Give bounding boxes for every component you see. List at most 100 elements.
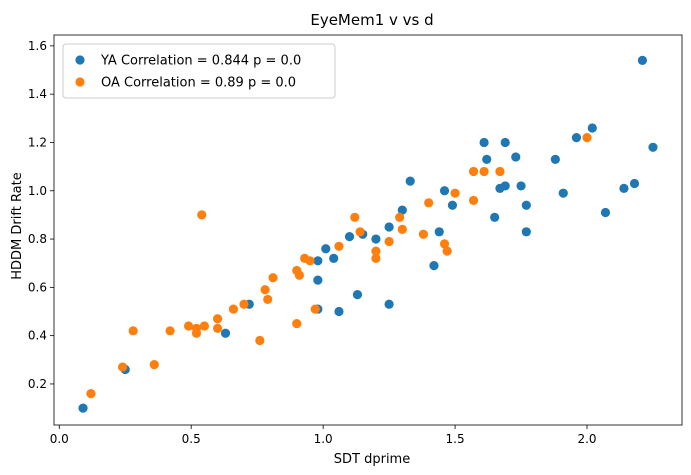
oa-data-point	[350, 212, 360, 222]
oa-data-point	[310, 304, 320, 314]
ya-data-point	[329, 253, 339, 263]
ya-data-point	[516, 181, 526, 191]
legend-label: YA Correlation = 0.844 p = 0.0	[100, 54, 301, 69]
legend-marker	[75, 77, 85, 87]
oa-data-point	[191, 328, 202, 338]
y-tick-label: 0.2	[28, 377, 47, 391]
y-tick-label: 1.0	[28, 184, 47, 198]
oa-data-point	[397, 224, 407, 234]
oa-data-point	[439, 239, 450, 249]
y-tick-label: 1.6	[28, 39, 47, 53]
x-tick-label: 0.5	[182, 432, 201, 446]
x-axis-ticks: 0.0 0.5 1.0 1.5 2.0	[50, 425, 597, 446]
ya-data-point	[648, 142, 658, 152]
oa-data-point	[292, 318, 302, 329]
oa-data-point	[418, 229, 429, 239]
oa-data-point	[384, 236, 394, 247]
oa-data-point	[294, 270, 304, 280]
legend-marker	[75, 55, 85, 65]
ya-data-point	[629, 178, 640, 189]
ya-data-point	[384, 222, 394, 232]
y-tick-label: 1.4	[28, 87, 47, 101]
oa-data-point	[128, 326, 138, 336]
oa-data-point	[212, 323, 223, 334]
ya-data-point	[313, 256, 323, 266]
ya-data-point	[479, 137, 489, 148]
ya-data-point	[384, 299, 394, 309]
ya-data-point	[439, 186, 450, 196]
y-tick-label: 1.2	[28, 135, 47, 149]
oa-data-point	[268, 273, 278, 283]
x-tick-label: 2.0	[577, 432, 596, 446]
oa-data-point	[442, 246, 452, 256]
ya-data-point	[500, 181, 510, 191]
chart-title: EyeMem1 v vs d	[310, 11, 433, 29]
x-tick-label: 1.5	[446, 432, 465, 446]
ya-data-point	[78, 403, 88, 413]
y-tick-label: 0.8	[28, 232, 47, 246]
oa-data-point	[260, 285, 270, 295]
oa-data-point	[228, 304, 239, 314]
oa-data-point	[183, 321, 194, 331]
oa-data-point	[334, 241, 344, 251]
oa-data-point	[468, 166, 479, 177]
ya-data-point	[587, 123, 597, 133]
ya-data-point	[550, 154, 560, 164]
ya-data-point	[619, 183, 629, 193]
oa-data-point	[450, 188, 460, 198]
oa-data-point	[118, 362, 128, 372]
ya-data-point	[344, 232, 355, 242]
y-axis-label: HDDM Drift Rate	[10, 172, 25, 280]
ya-data-point	[434, 227, 444, 237]
oa-data-point	[582, 133, 592, 143]
ya-data-point	[600, 207, 611, 218]
legend: YA Correlation = 0.844 p = 0.0 OA Correla…	[62, 43, 336, 99]
x-tick-label: 1.0	[314, 432, 333, 446]
x-axis-label: SDT dprime	[334, 452, 410, 467]
x-tick-label: 0.0	[50, 432, 69, 446]
ya-data-point	[371, 234, 381, 244]
ya-data-point	[334, 306, 344, 317]
oa-data-point	[239, 299, 249, 309]
ya-data-point	[482, 154, 492, 164]
ya-data-point	[405, 176, 415, 186]
ya-data-point	[429, 261, 439, 271]
ya-data-point	[352, 289, 363, 300]
oa-data-point	[371, 246, 381, 256]
oa-data-point	[149, 360, 159, 370]
oa-data-point	[371, 253, 381, 263]
ya-data-point	[313, 275, 323, 285]
oa-data-point	[355, 227, 365, 237]
ya-data-point	[397, 205, 407, 215]
oa-data-point	[263, 294, 273, 305]
y-tick-label: 0.6	[28, 280, 47, 294]
ya-data-point	[511, 152, 521, 162]
ya-data-point	[447, 200, 458, 210]
ya-data-point	[220, 328, 231, 338]
ya-data-point	[558, 188, 568, 198]
oa-data-point	[197, 210, 207, 220]
oa-data-point	[86, 389, 96, 399]
oa-data-point	[424, 198, 434, 208]
ya-data-point	[490, 212, 500, 222]
ya-data-point	[521, 227, 531, 237]
oa-data-point	[255, 335, 265, 346]
ya-data-point	[321, 244, 331, 254]
oa-data-point	[495, 166, 505, 177]
ya-data-point	[637, 55, 648, 65]
y-axis-ticks: 0.2 0.4 0.6 0.8 1.0 1.2 1.4 1.6	[28, 39, 54, 391]
legend-box	[62, 43, 336, 99]
plot-frame	[53, 34, 683, 426]
ya-data-point	[500, 137, 510, 148]
ya-data-point	[521, 200, 531, 210]
y-tick-label: 0.4	[28, 329, 47, 343]
oa-data-point	[165, 326, 175, 336]
oa-data-point	[395, 212, 405, 222]
oa-data-point	[212, 314, 223, 324]
ya-data-point	[571, 133, 582, 143]
data-points	[78, 55, 658, 413]
oa-data-point	[479, 166, 489, 177]
oa-data-point	[199, 321, 210, 331]
oa-data-point	[468, 195, 479, 206]
